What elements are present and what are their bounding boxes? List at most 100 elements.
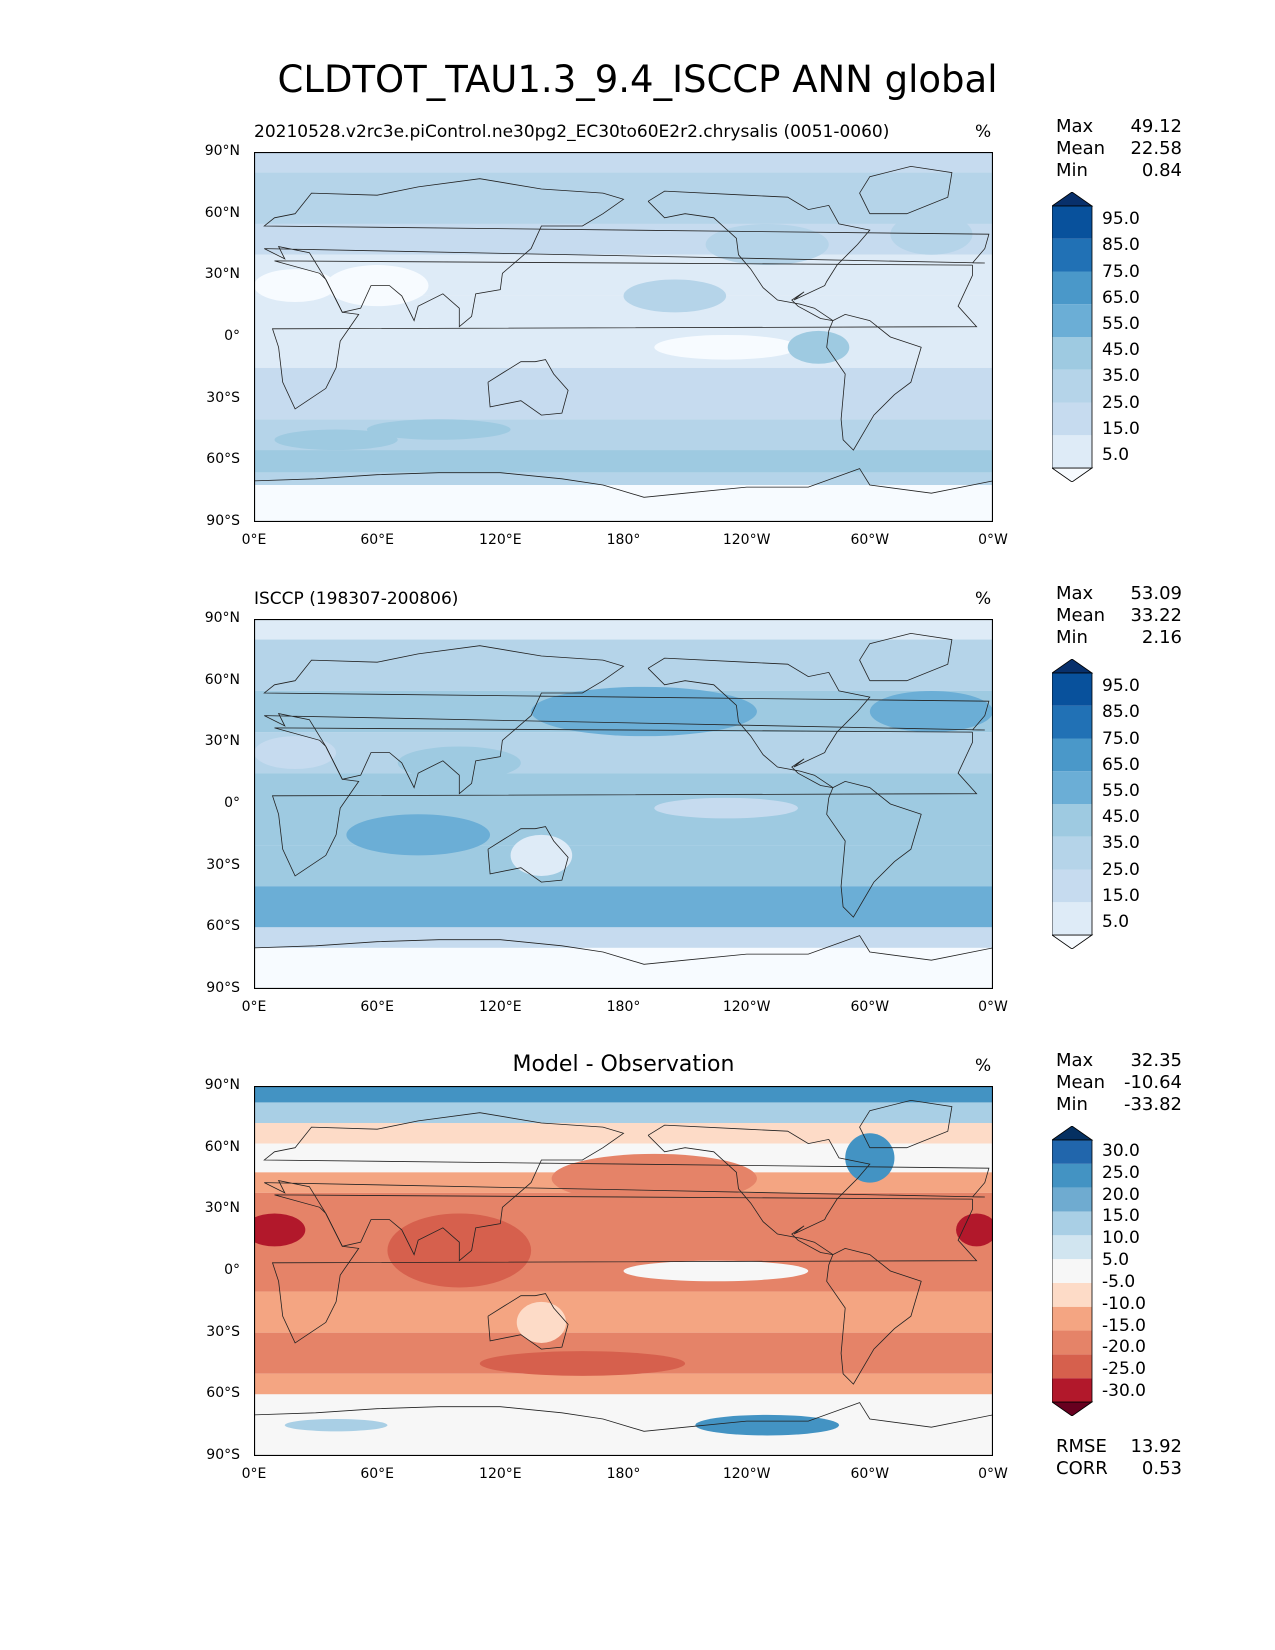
colorbar-tick-label: 55.0 <box>1102 780 1140 801</box>
contour-region <box>397 746 521 780</box>
coastline <box>254 468 993 498</box>
contour-region <box>654 334 798 360</box>
coastline <box>263 1112 990 1262</box>
coastline <box>647 657 871 788</box>
colorbar-frame <box>1052 672 1093 936</box>
contour-band <box>254 886 993 928</box>
map-plot-reference <box>254 619 993 989</box>
lat-tick-label: 90°N <box>204 610 240 626</box>
coastlines <box>254 165 993 498</box>
colorbar-tick-label: 65.0 <box>1102 287 1140 308</box>
lon-tick-label: 120°W <box>722 999 771 1015</box>
contour-band <box>254 485 993 522</box>
lat-tick-label: 90°N <box>204 143 240 159</box>
map-plot-test <box>254 152 993 522</box>
colorbar-frame <box>1052 1139 1093 1403</box>
stats-block: Max 32.35 Mean -10.64 Min -33.82 <box>1056 1050 1182 1116</box>
colorbar-tick-label: 95.0 <box>1102 676 1140 697</box>
panel-unit: % <box>975 1056 992 1076</box>
coastline <box>487 1293 569 1350</box>
stat-row: RMSE 13.92 <box>1056 1436 1182 1458</box>
map-plot-difference <box>254 1086 993 1456</box>
stat-row: Min -33.82 <box>1056 1094 1182 1116</box>
lat-tick-label: 90°S <box>206 1447 240 1463</box>
contour-band <box>254 450 993 473</box>
coastline <box>647 1124 871 1255</box>
colorbar-tick-label: 45.0 <box>1102 807 1140 828</box>
colorbar-tick-label: 35.0 <box>1102 833 1140 854</box>
colorbar-extend-bottom <box>1052 467 1094 482</box>
colorbar-segment <box>1052 869 1092 903</box>
contour-region <box>654 797 798 819</box>
coastline <box>254 1402 993 1432</box>
colorbar-tick-label: 85.0 <box>1102 235 1140 256</box>
contour-region <box>274 429 398 451</box>
contour-band <box>254 172 993 224</box>
stats-block: Max 49.12 Mean 22.58 Min 0.84 <box>1056 116 1182 182</box>
colorbar-segment <box>1052 1378 1092 1402</box>
contour-region <box>890 213 973 255</box>
coastline <box>254 935 993 965</box>
contour-region <box>705 223 829 266</box>
colorbar-tick-label: 25.0 <box>1102 392 1140 413</box>
colorbar-segment <box>1052 238 1092 272</box>
stat-row: Mean 33.22 <box>1056 605 1182 627</box>
lon-tick-label: 0°W <box>978 999 1008 1015</box>
coastline <box>826 780 922 918</box>
contour-region <box>510 834 573 876</box>
lon-tick-label: 120°W <box>722 1466 771 1482</box>
map-frame <box>254 619 993 989</box>
lon-tick-label: 120°E <box>479 532 522 548</box>
contour-band <box>254 223 993 255</box>
panel-difference: Model - Observation % Max 32.35 Mean -10.64… <box>0 1050 1275 1556</box>
coastlines <box>254 1099 993 1432</box>
stat-value: 0.53 <box>1141 1458 1182 1479</box>
colorbar-tick-label: -25.0 <box>1102 1359 1146 1380</box>
lat-tick-label: 0° <box>224 328 240 344</box>
colorbar-segment <box>1052 836 1092 870</box>
contour-band <box>254 639 993 691</box>
stat-value: 2.16 <box>1141 627 1182 648</box>
colorbar-tick-label: 95.0 <box>1102 209 1140 230</box>
contour-band <box>254 1102 993 1123</box>
lon-tick-label: 0°W <box>978 532 1008 548</box>
colorbar-extend-top <box>1052 1126 1094 1141</box>
lon-tick-label: 60°E <box>360 1466 394 1482</box>
contour-band <box>254 152 993 173</box>
contour-band <box>254 1373 993 1395</box>
colorbar-extend-top <box>1052 192 1094 207</box>
panel-unit: % <box>975 122 992 142</box>
colorbar-tick-label: 15.0 <box>1102 418 1140 439</box>
stat-row: Min 2.16 <box>1056 627 1182 649</box>
panel-subtitle: 20210528.v2rc3e.piControl.ne30pg2_EC30to… <box>254 122 890 142</box>
contour-band <box>254 845 993 887</box>
error-stats-block: RMSE 13.92 CORR 0.53 <box>1056 1436 1182 1480</box>
lat-tick-label: 30°S <box>206 1323 240 1340</box>
colorbar-segment <box>1052 1163 1092 1188</box>
lat-tick-label: 60°S <box>206 451 240 468</box>
lon-tick-label: 180° <box>606 532 641 548</box>
stat-row: Max 49.12 <box>1056 116 1182 138</box>
colorbar-tick-label: 15.0 <box>1102 1206 1140 1227</box>
map-frame <box>254 152 993 522</box>
coastline <box>826 313 922 451</box>
stat-value: 33.22 <box>1130 605 1182 626</box>
coastline <box>263 178 990 328</box>
colorbar-tick-label: 25.0 <box>1102 859 1140 880</box>
lon-tick-label: 0°E <box>241 532 267 548</box>
stat-label: RMSE <box>1056 1436 1107 1457</box>
colorbar-segment <box>1052 1306 1092 1331</box>
colorbar-extend-top <box>1052 659 1094 674</box>
colorbar-segment <box>1052 1282 1092 1307</box>
coastline <box>487 359 569 416</box>
lon-tick-label: 120°E <box>479 1466 522 1482</box>
coastline <box>487 826 569 883</box>
colorbar-tick-label: 5.0 <box>1102 444 1130 465</box>
contour-bands <box>254 619 993 989</box>
contour-band <box>254 1291 993 1333</box>
colorbar-tick-label: 10.0 <box>1102 1228 1140 1249</box>
stat-row: Mean -10.64 <box>1056 1072 1182 1094</box>
contour-region <box>254 736 337 770</box>
colorbar-segment <box>1052 902 1092 935</box>
stat-label: Min <box>1056 627 1088 648</box>
